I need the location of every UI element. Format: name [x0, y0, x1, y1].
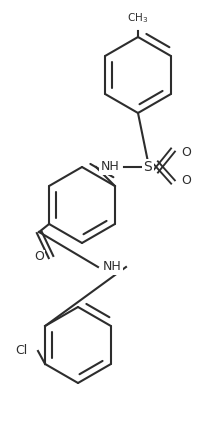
- Text: S: S: [144, 160, 152, 174]
- Text: Cl: Cl: [16, 344, 28, 357]
- Text: O: O: [181, 146, 191, 158]
- Text: O: O: [181, 174, 191, 186]
- Text: NH: NH: [103, 260, 121, 274]
- Text: NH: NH: [101, 161, 119, 174]
- Text: CH$_3$: CH$_3$: [127, 11, 149, 25]
- Text: O: O: [34, 251, 44, 263]
